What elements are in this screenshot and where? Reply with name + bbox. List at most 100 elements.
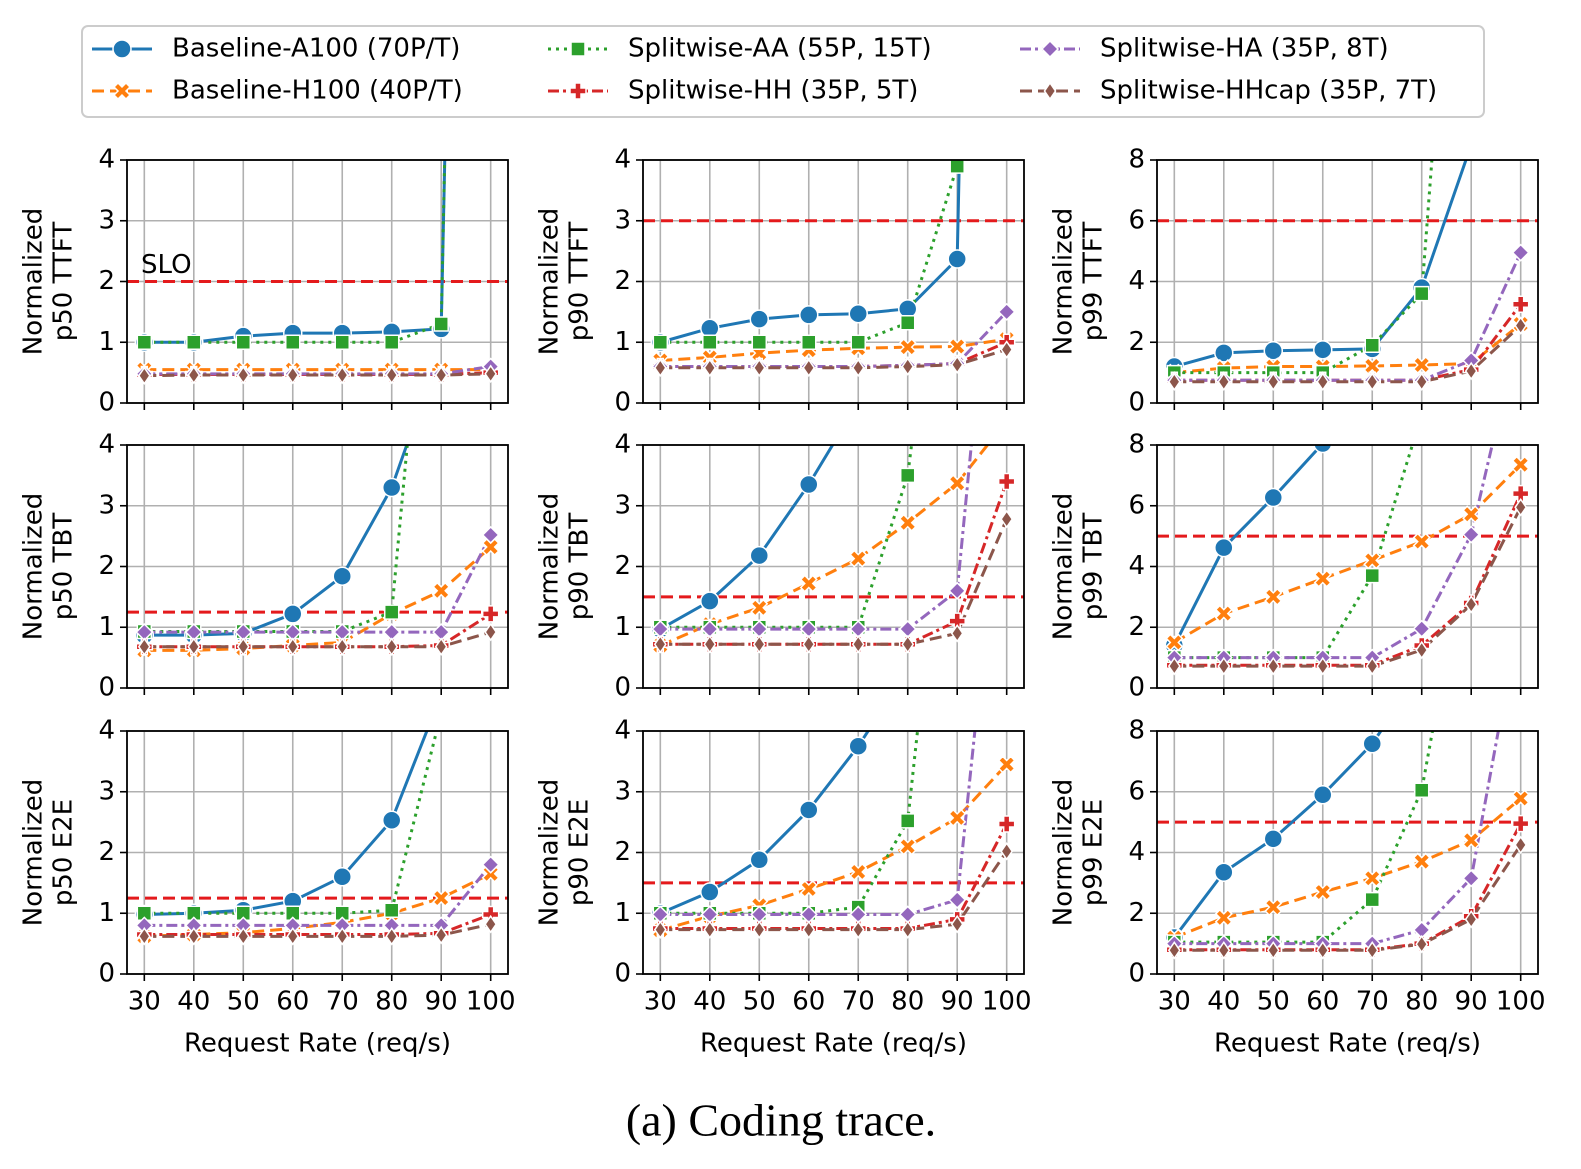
y-tick-label: 4 (1128, 551, 1145, 581)
data-point (383, 902, 400, 918)
data-point (948, 890, 967, 909)
data-point (1362, 734, 1382, 754)
y-tick-label: 3 (98, 205, 115, 235)
legend-label: Splitwise-AA (55P, 15T) (628, 34, 932, 64)
data-point (901, 634, 915, 654)
data-point (999, 419, 1015, 435)
legend-label: Baseline-A100 (70P/T) (172, 34, 460, 64)
x-tick-label: 60 (1306, 987, 1339, 1017)
data-point (947, 249, 967, 269)
data-point (652, 334, 669, 350)
data-point (1462, 525, 1481, 544)
data-point (850, 334, 866, 350)
y-axis-label: p99 E2E (1079, 799, 1109, 906)
data-point (752, 358, 766, 378)
y-axis-label: Normalized (535, 779, 565, 926)
data-point (1365, 372, 1379, 392)
data-point (383, 334, 400, 350)
plot-area (1157, 160, 1538, 392)
data-point (335, 927, 349, 946)
y-axis-label: Normalized (535, 208, 565, 355)
data-point (1313, 340, 1333, 360)
data-point (1316, 656, 1330, 676)
y-axis-label: p90 E2E (565, 799, 595, 906)
data-point (750, 598, 769, 617)
y-tick-label: 2 (98, 551, 115, 581)
y-axis-label: p99 TTFT (1079, 222, 1109, 342)
plot-area (127, 160, 508, 385)
data-point (898, 513, 917, 532)
data-point (1313, 445, 1333, 454)
data-point (1313, 882, 1332, 902)
legend-item: Splitwise-AA (55P, 15T) (548, 34, 932, 64)
data-point (286, 365, 300, 385)
axes-frame (126, 730, 509, 975)
data-point (997, 755, 1016, 774)
data-point (235, 905, 252, 921)
series-line (659, 445, 835, 631)
data-point (1264, 587, 1283, 606)
data-point (948, 581, 967, 600)
data-point (1514, 835, 1528, 855)
data-point (1214, 908, 1233, 927)
data-point (1413, 782, 1430, 798)
data-point (752, 634, 766, 654)
legend-item: Splitwise-HA (35P, 8T) (1020, 34, 1389, 64)
series-line (1174, 731, 1435, 944)
data-point (285, 334, 301, 350)
x-tick-label: 90 (425, 987, 458, 1017)
data-point (484, 914, 498, 934)
data-point (1217, 372, 1231, 392)
data-point (332, 566, 352, 586)
y-tick-label: 2 (98, 837, 115, 867)
data-point (1464, 595, 1478, 614)
data-point (1464, 361, 1478, 381)
data-point (950, 914, 964, 934)
x-tick-label: 40 (693, 987, 726, 1017)
axes-frame (126, 444, 509, 689)
y-tick-label: 6 (1128, 490, 1145, 520)
data-point (236, 927, 250, 946)
legend-item: Baseline-H100 (40P/T) (92, 76, 463, 106)
axes-frame (642, 444, 1025, 689)
data-point (1412, 852, 1431, 871)
data-point (1511, 455, 1530, 474)
series-line (660, 160, 959, 344)
data-point (381, 477, 402, 498)
data-point (1511, 484, 1530, 503)
data-point (950, 355, 964, 375)
data-point (1214, 343, 1234, 363)
series-line (660, 337, 1007, 362)
data-point (1412, 619, 1431, 638)
data-point (383, 604, 400, 620)
data-point (1412, 355, 1431, 375)
data-point (898, 338, 917, 357)
data-point (653, 634, 667, 654)
x-tick-label: 90 (1455, 987, 1488, 1017)
data-point (1415, 372, 1429, 392)
data-point (851, 358, 865, 378)
data-point (1167, 656, 1181, 676)
data-point (899, 467, 916, 484)
x-tick-label: 60 (792, 987, 825, 1017)
y-tick-label: 0 (98, 959, 115, 989)
y-tick-label: 8 (1128, 430, 1145, 460)
y-tick-label: 0 (614, 959, 631, 989)
data-point (802, 634, 816, 654)
legend-label: Splitwise-HHcap (35P, 7T) (1100, 76, 1437, 106)
data-point (1266, 940, 1280, 960)
data-point (799, 305, 819, 325)
y-axis-label: p50 E2E (49, 799, 79, 906)
y-tick-label: 1 (614, 898, 631, 928)
data-point (385, 637, 399, 657)
data-point (186, 334, 202, 350)
legend-item: Splitwise-HH (35P, 5T) (548, 76, 918, 106)
data-point (1464, 910, 1478, 929)
data-point (484, 364, 498, 384)
data-point (1264, 898, 1283, 917)
legend-label: Baseline-H100 (40P/T) (172, 76, 463, 106)
y-tick-label: 8 (1128, 145, 1145, 175)
data-point (432, 581, 451, 600)
data-point (749, 545, 770, 566)
